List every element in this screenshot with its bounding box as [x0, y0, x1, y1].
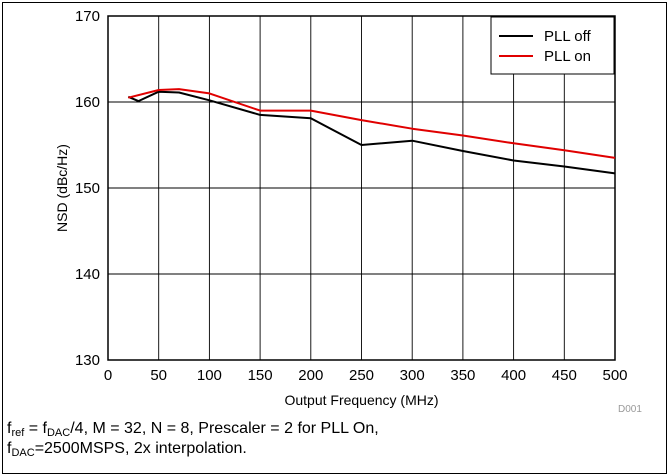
x-tick-label: 200 — [298, 367, 323, 384]
legend-box — [490, 16, 615, 75]
x-tick-label: 50 — [150, 367, 167, 384]
caption-text: /4, M = 32, N = 8, Prescaler = 2 for PLL… — [70, 420, 379, 437]
x-tick-label: 0 — [104, 367, 112, 384]
caption-line-1: fref = fDAC/4, M = 32, N = 8, Prescaler … — [7, 419, 379, 439]
caption-line-2: fDAC=2500MSPS, 2x interpolation. — [7, 439, 379, 459]
y-axis-label: NSD (dBc/Hz) — [54, 144, 70, 232]
legend-label-pll-on: PLL on — [544, 48, 591, 65]
chart-caption: fref = fDAC/4, M = 32, N = 8, Prescaler … — [7, 419, 379, 459]
tick-labels: 0 50 100 150 200 250 300 350 400 450 500 130 140 150 1… — [75, 8, 628, 384]
x-tick-label: 250 — [349, 367, 374, 384]
caption-text: =2500MSPS, 2x interpolation. — [34, 440, 247, 457]
x-tick-label: 300 — [400, 367, 425, 384]
caption-subscript: DAC — [46, 427, 71, 439]
legend: PLL off PLL on — [490, 16, 615, 75]
legend-label-pll-off: PLL off — [544, 28, 592, 45]
series-line-pll-off — [127, 90, 616, 175]
y-tick-label: 150 — [75, 180, 100, 197]
caption-subscript: DAC — [11, 447, 35, 459]
caption-subscript: ref — [11, 427, 25, 439]
figure-id: D001 — [618, 404, 642, 415]
x-tick-label: 500 — [602, 367, 627, 384]
x-tick-label: 450 — [552, 367, 577, 384]
y-tick-label: 140 — [75, 266, 100, 283]
y-tick-label: 170 — [75, 8, 100, 25]
y-tick-label: 130 — [75, 352, 100, 369]
x-tick-label: 100 — [197, 367, 222, 384]
caption-symbol: f — [7, 420, 12, 437]
caption-text: = f — [24, 420, 47, 437]
series-line-pll-on — [128, 88, 616, 159]
x-tick-label: 400 — [501, 367, 526, 384]
plot-area — [107, 15, 616, 361]
x-tick-label: 350 — [450, 367, 475, 384]
x-axis-label: Output Frequency (MHz) — [284, 392, 438, 408]
caption-symbol: f — [7, 440, 12, 457]
x-tick-label: 150 — [248, 367, 273, 384]
series-layer — [127, 88, 616, 175]
y-tick-label: 160 — [75, 94, 100, 111]
